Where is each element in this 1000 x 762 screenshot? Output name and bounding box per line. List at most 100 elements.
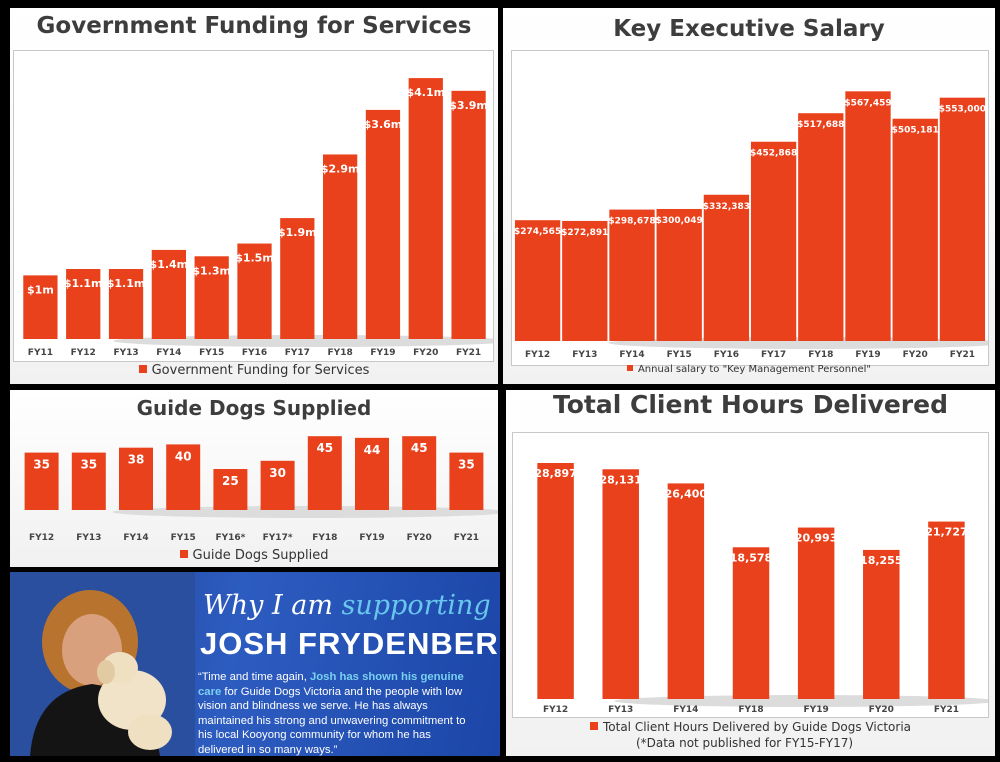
x-tick-label: FY15 bbox=[667, 350, 692, 360]
bar bbox=[451, 90, 486, 339]
heading-accent: supporting bbox=[341, 590, 491, 621]
legend-swatch bbox=[179, 550, 188, 558]
x-tick-label: FY18 bbox=[328, 348, 353, 358]
x-tick-label: FY16 bbox=[714, 350, 739, 360]
legend-label: Guide Dogs Supplied bbox=[192, 548, 329, 563]
endorsement-card: Why I am supporting JOSH FRYDENBERG “Tim… bbox=[10, 572, 500, 756]
x-tick-label: FY15 bbox=[199, 348, 224, 358]
chart-title: Guide Dogs Supplied bbox=[136, 396, 372, 420]
bar bbox=[845, 91, 891, 341]
bar bbox=[656, 208, 702, 341]
legend-swatch bbox=[138, 365, 147, 373]
bar bbox=[892, 118, 938, 341]
legend-label: Annual salary to "Key Management Personn… bbox=[637, 364, 872, 375]
data-label: 26,400 bbox=[665, 487, 708, 500]
data-label: 40 bbox=[175, 449, 192, 463]
quote-highlight: Josh has shown his genuine care bbox=[198, 671, 464, 698]
bar bbox=[514, 220, 561, 341]
data-label: 28,131 bbox=[599, 473, 641, 486]
bar bbox=[260, 460, 295, 510]
bar bbox=[365, 109, 401, 339]
bar bbox=[237, 243, 272, 339]
guide-dogs-panel: Guide Dogs Supplied 35 FY12 35 FY13 38 FY14 40… bbox=[10, 390, 498, 567]
x-tick-label: FY14 bbox=[156, 348, 181, 358]
x-tick-label: FY13 bbox=[76, 533, 101, 543]
bar bbox=[798, 113, 844, 341]
bar bbox=[609, 209, 655, 341]
data-label: 25 bbox=[222, 474, 239, 488]
data-label: 18,255 bbox=[860, 554, 902, 567]
data-label: $3.9m bbox=[449, 99, 488, 112]
data-label: 20,993 bbox=[795, 532, 837, 545]
x-tick-label: FY14 bbox=[619, 350, 644, 360]
x-tick-label: FY16 bbox=[242, 348, 267, 358]
bar bbox=[119, 447, 153, 510]
x-tick-label: FY12 bbox=[29, 533, 54, 543]
bar bbox=[863, 549, 900, 699]
legend-label: Total Client Hours Delivered by Guide Do… bbox=[602, 720, 912, 734]
bar bbox=[108, 269, 144, 339]
client-hours-bar-chart: 28,897 FY12 28,131 FY13 26,400 FY14 18,578 FY18… bbox=[534, 463, 998, 715]
x-tick-label: FY20 bbox=[407, 533, 432, 543]
legend-label: Government Funding for Services bbox=[151, 363, 370, 378]
bar bbox=[537, 463, 574, 699]
bar bbox=[408, 78, 443, 339]
data-label: $332,383 bbox=[703, 202, 750, 212]
salary-bar-chart: $274,565 FY12 $272,891 FY13 $298,678 FY14 $300… bbox=[514, 91, 1000, 360]
data-label: 35 bbox=[33, 458, 50, 472]
bar bbox=[449, 452, 484, 510]
x-tick-label: FY17* bbox=[263, 533, 293, 543]
government-funding-panel: Government Funding for Services $1m FY11 $… bbox=[10, 8, 509, 384]
supporting-heading: Why I am supporting bbox=[203, 590, 491, 621]
quote-part-2: for Guide Dogs Victoria and the people w… bbox=[198, 685, 466, 756]
data-label: $274,565 bbox=[514, 227, 561, 237]
x-tick-label: FY21 bbox=[934, 705, 959, 715]
bar bbox=[939, 97, 986, 342]
data-label: 35 bbox=[458, 458, 475, 472]
data-label: $1.3m bbox=[192, 264, 231, 277]
bar-shadow bbox=[614, 695, 998, 707]
x-tick-label: FY11 bbox=[28, 348, 53, 358]
quote-part-1: “Time and time again, bbox=[198, 671, 310, 683]
plot-frame: $274,565 FY12 $272,891 FY13 $298,678 FY14 $300… bbox=[511, 50, 1000, 366]
bar bbox=[307, 436, 342, 510]
chart-legend: Total Client Hours Delivered by Guide Do… bbox=[506, 720, 995, 734]
bar bbox=[928, 521, 965, 699]
bar bbox=[562, 220, 608, 341]
x-tick-label: FY20 bbox=[413, 348, 438, 358]
x-tick-label: FY18 bbox=[312, 533, 337, 543]
data-label: $1m bbox=[27, 283, 54, 296]
bar bbox=[402, 436, 437, 510]
x-tick-label: FY12 bbox=[543, 705, 568, 715]
bar bbox=[750, 141, 797, 341]
x-tick-label: FY15 bbox=[171, 533, 196, 543]
bar bbox=[24, 452, 59, 510]
chart-title: Government Funding for Services bbox=[36, 13, 472, 39]
woman-with-puppy-photo bbox=[10, 572, 195, 756]
bar bbox=[23, 275, 58, 339]
data-label: $298,678 bbox=[608, 217, 655, 227]
data-label: $3.6m bbox=[364, 118, 403, 131]
bar bbox=[797, 527, 835, 699]
data-label: 45 bbox=[411, 441, 428, 455]
data-label: $517,688 bbox=[797, 120, 844, 130]
legend-note: (*Data not published for FY15-FY17) bbox=[635, 736, 854, 750]
x-tick-label: FY17 bbox=[761, 350, 786, 360]
data-label: 44 bbox=[364, 443, 381, 457]
bar-shadow bbox=[112, 506, 498, 518]
data-label: $505,181 bbox=[892, 126, 939, 136]
bar bbox=[213, 469, 248, 510]
bar bbox=[703, 194, 750, 341]
data-label: 45 bbox=[316, 441, 333, 455]
data-label: $1.4m bbox=[150, 258, 189, 271]
data-label: 35 bbox=[80, 458, 97, 472]
x-tick-label: FY16* bbox=[215, 533, 245, 543]
x-tick-label: FY19 bbox=[804, 705, 829, 715]
x-tick-label: FY18 bbox=[738, 705, 763, 715]
bar bbox=[194, 256, 229, 339]
data-label: $553,000 bbox=[939, 105, 986, 115]
x-tick-label: FY12 bbox=[525, 350, 550, 360]
data-label: $272,891 bbox=[561, 228, 608, 238]
legend-swatch bbox=[589, 722, 598, 730]
guide-dogs-bar-chart: 35 FY12 35 FY13 38 FY14 40 FY15 25 FY16* 30 FY17* 45… bbox=[24, 436, 498, 543]
